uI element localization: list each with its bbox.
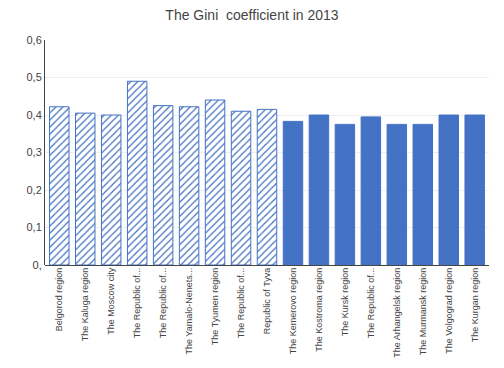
svg-text:0,2: 0,2	[27, 184, 42, 196]
svg-text:The Gini coefficient in 2013: The Gini coefficient in 2013	[165, 7, 339, 23]
svg-text:0,4: 0,4	[27, 109, 42, 121]
svg-text:Belgorod region: Belgorod region	[54, 268, 64, 332]
svg-text:The Moscow city: The Moscow city	[106, 267, 116, 335]
svg-text:The Republic of...: The Republic of...	[132, 268, 142, 339]
svg-text:The Republic of...: The Republic of...	[236, 268, 246, 339]
svg-text:Republic of Tyva: Republic of Tyva	[262, 268, 272, 334]
svg-text:0,6: 0,6	[27, 34, 42, 46]
svg-text:The Kaluga region: The Kaluga region	[80, 268, 90, 342]
svg-text:The Kemerovo region: The Kemerovo region	[288, 268, 298, 355]
svg-text:The Kostroma region: The Kostroma region	[314, 268, 324, 352]
svg-text:The Republic of...: The Republic of...	[158, 268, 168, 339]
svg-text:0,3: 0,3	[27, 146, 42, 158]
svg-text:0,: 0,	[33, 259, 42, 271]
svg-text:The Murmansk region: The Murmansk region	[418, 268, 428, 356]
svg-text:0,5: 0,5	[27, 71, 42, 83]
svg-text:The Tyumen region: The Tyumen region	[210, 268, 220, 345]
svg-text:The Kursk region: The Kursk region	[340, 268, 350, 337]
svg-text:The Yamalo-Nenets...: The Yamalo-Nenets...	[184, 268, 194, 355]
svg-text:The Arhangelsk region: The Arhangelsk region	[392, 268, 402, 358]
svg-text:The Kurgan region: The Kurgan region	[470, 268, 480, 343]
svg-text:The Republic of...: The Republic of...	[366, 268, 376, 339]
svg-text:0,1: 0,1	[27, 221, 42, 233]
svg-text:The Volgograd region: The Volgograd region	[444, 268, 454, 354]
